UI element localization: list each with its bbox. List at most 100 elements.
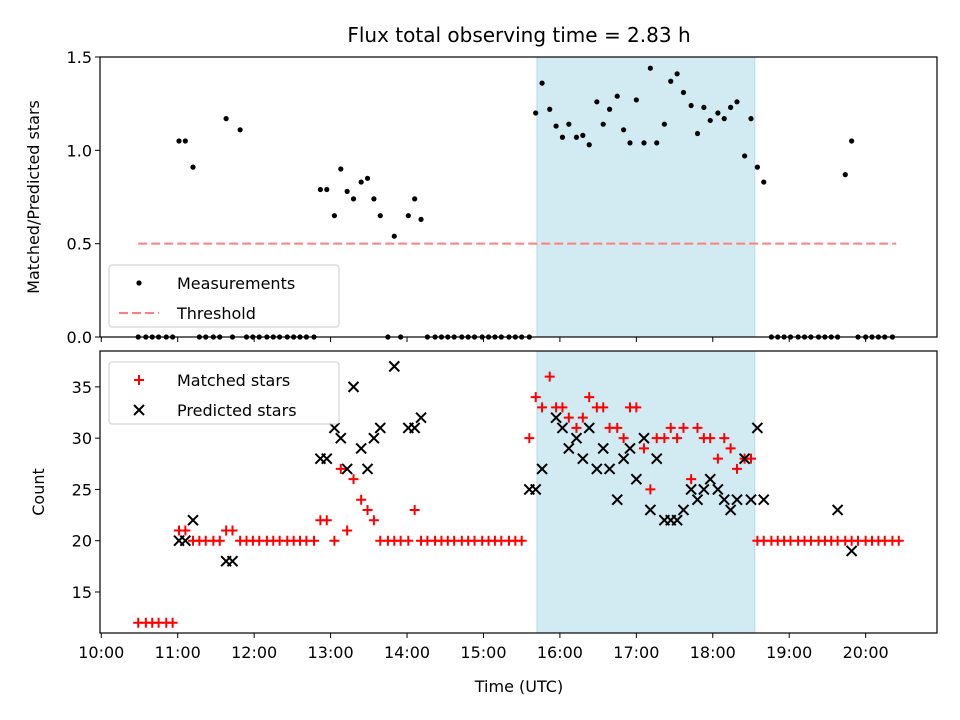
predicted-point — [731, 493, 743, 506]
measurement-point — [391, 233, 397, 239]
predicted-point — [408, 422, 421, 434]
measurement-point — [721, 116, 727, 122]
predicted-point — [415, 411, 427, 424]
count-y-tick-label: 25 — [72, 480, 92, 499]
measurement-point — [223, 116, 229, 122]
measurement-point — [680, 89, 687, 96]
measurement-point — [606, 106, 613, 112]
ratio-legend-label: Threshold — [176, 304, 256, 323]
predicted-point — [671, 514, 683, 526]
matched-point — [403, 535, 414, 546]
matched-point — [659, 433, 670, 444]
ratio-y-tick-label: 0.0 — [67, 328, 92, 347]
measurement-point — [377, 213, 383, 219]
predicted-point — [536, 463, 548, 475]
predicted-point — [179, 535, 192, 547]
matched-point — [544, 371, 555, 382]
predicted-point — [685, 483, 697, 496]
x-tick-label: 18:00 — [690, 643, 736, 662]
measurement-point — [405, 213, 411, 219]
measurement-point — [754, 164, 760, 170]
matched-point — [712, 453, 723, 464]
matched-point — [719, 433, 730, 444]
measurement-point — [594, 99, 600, 105]
predicted-point — [556, 422, 569, 434]
measurement-point — [734, 99, 740, 105]
predicted-point — [597, 442, 609, 455]
matched-point — [329, 535, 340, 546]
predicted-point — [624, 442, 636, 455]
matched-point — [692, 422, 703, 433]
x-tick-label: 19:00 — [766, 643, 812, 662]
measurement-point — [748, 116, 754, 122]
matched-point — [725, 443, 736, 454]
ratio-legend: Measurements Threshold — [108, 264, 340, 328]
predicted-point — [691, 493, 704, 506]
measurement-point — [324, 186, 330, 193]
measurement-point — [418, 216, 424, 222]
predicted-point — [704, 473, 716, 485]
measurement-point — [317, 186, 323, 193]
matched-point — [362, 504, 373, 515]
measurement-point — [627, 140, 633, 146]
matched-point — [665, 422, 676, 433]
predicted-point — [583, 422, 595, 434]
predicted-point — [374, 422, 386, 434]
predicted-point — [321, 452, 333, 465]
x-tick-label: 12:00 — [231, 643, 277, 662]
predicted-point — [724, 504, 737, 516]
matched-point — [516, 535, 527, 546]
predicted-point — [617, 452, 630, 465]
matched-point — [309, 535, 320, 546]
predicted-point — [845, 545, 858, 557]
measurement-point — [371, 196, 377, 202]
measurement-point — [674, 71, 680, 77]
x-tick-label: 20:00 — [843, 643, 889, 662]
matched-point — [335, 463, 346, 474]
predicted-point — [563, 442, 575, 455]
predicted-point — [529, 483, 542, 496]
measurement-point — [715, 110, 721, 116]
matched-point — [180, 525, 191, 536]
measurement-point — [842, 172, 848, 178]
measurement-point — [694, 130, 701, 137]
measurement-point — [580, 132, 586, 138]
measurement-point — [358, 179, 364, 185]
matched-point — [537, 402, 548, 413]
matched-point — [645, 484, 656, 495]
measurement-point — [654, 140, 660, 146]
measurement-point — [190, 164, 196, 170]
matched-point — [577, 412, 588, 423]
count-panel: Count 15 20 25 30 35 10:00 11:00 12:00 13:00 14:0… — [29, 350, 938, 662]
predicted-point — [630, 473, 643, 485]
count-legend-label: Matched stars — [177, 371, 290, 390]
x-tick-label: 16:00 — [537, 643, 583, 662]
predicted-point — [355, 442, 367, 455]
predicted-point — [677, 504, 690, 516]
predicted-point — [745, 493, 757, 506]
predicted-point — [758, 493, 770, 506]
predicted-point — [550, 411, 562, 424]
measurement-point — [661, 121, 667, 127]
ratio-y-axis-label: Matched/Predicted stars — [24, 100, 43, 294]
measurement-point — [600, 121, 606, 127]
predicted-point — [368, 432, 380, 444]
matched-point — [571, 422, 582, 433]
count-observing-window — [536, 350, 756, 634]
count-y-tick-label: 15 — [72, 583, 92, 602]
matched-point — [214, 535, 225, 546]
predicted-point — [738, 452, 751, 465]
predicted-point — [341, 463, 353, 475]
measurement-point — [668, 78, 674, 84]
matched-point — [672, 433, 683, 444]
matched-point — [530, 392, 541, 403]
measurement-point — [237, 127, 243, 133]
count-y-tick-label: 30 — [72, 429, 92, 448]
matched-point — [227, 525, 238, 536]
predicted-point — [712, 483, 724, 496]
matched-point — [638, 443, 649, 454]
ratio-legend-label: Measurements — [177, 274, 295, 293]
matched-point — [348, 474, 359, 485]
measurement-point — [641, 140, 647, 146]
matched-point — [321, 515, 332, 526]
